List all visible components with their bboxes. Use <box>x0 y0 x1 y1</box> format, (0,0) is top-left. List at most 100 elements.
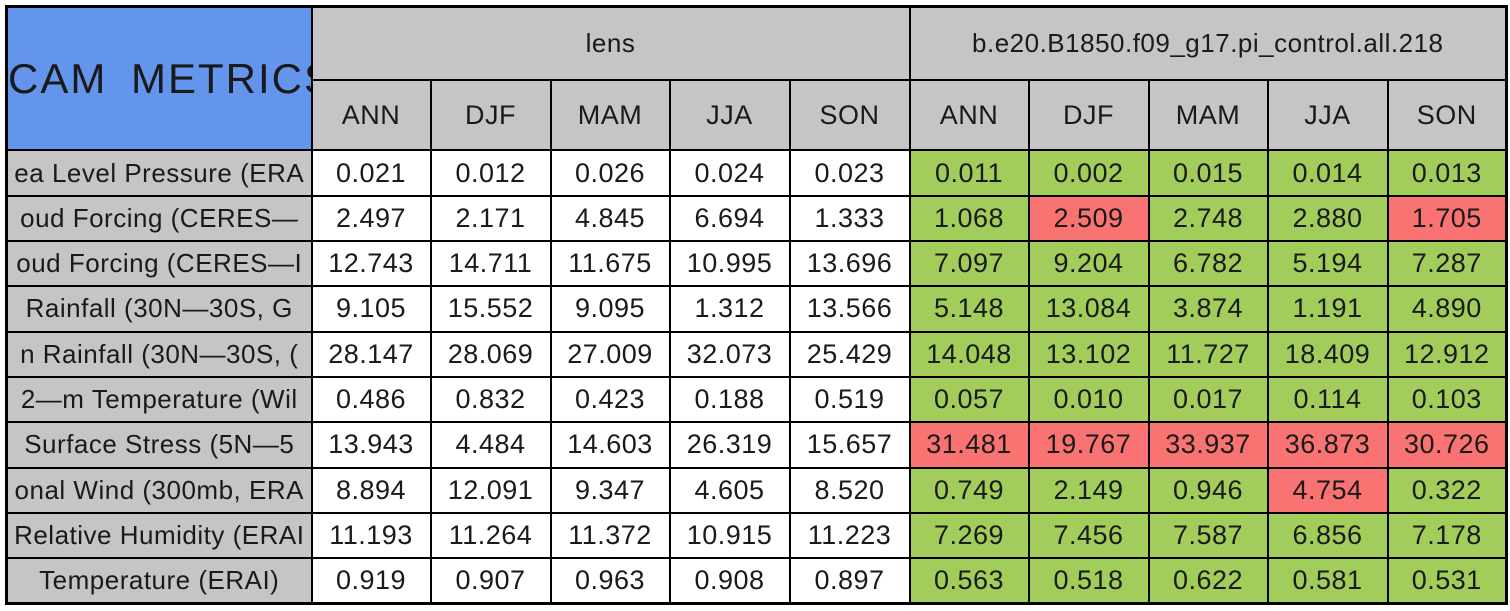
value-cell: 14.711 <box>429 240 552 288</box>
value-cell: 19.767 <box>1027 421 1150 469</box>
value-cell: 0.103 <box>1386 375 1508 424</box>
value-cell: 27.009 <box>549 330 671 378</box>
value-cell: 26.319 <box>668 421 791 469</box>
value-cell: 0.832 <box>429 375 552 424</box>
value-cell: 13.696 <box>788 240 911 288</box>
value-cell: 30.726 <box>1386 421 1508 469</box>
value-cell: 1.705 <box>1386 194 1508 243</box>
value-cell: 7.269 <box>908 511 1030 560</box>
metric-label: onal Wind (300mb, ERA <box>5 466 313 514</box>
group-header-row: CAM METRICS lens b.e20.B1850.f09_g17.pi_… <box>5 5 1508 152</box>
value-cell: 33.937 <box>1147 421 1269 469</box>
value-cell: 0.024 <box>668 149 791 197</box>
value-cell: 0.010 <box>1027 375 1150 424</box>
value-cell: 6.856 <box>1266 511 1389 560</box>
value-cell: 1.312 <box>668 285 791 333</box>
value-cell: 14.603 <box>549 421 671 469</box>
group-header-lens: lens <box>310 5 911 81</box>
value-cell: 0.581 <box>1266 557 1389 605</box>
value-cell: 36.873 <box>1266 421 1389 469</box>
value-cell: 0.322 <box>1386 466 1508 514</box>
value-cell: 13.943 <box>310 421 432 469</box>
metric-label: Temperature (ERAI) <box>5 557 313 605</box>
value-cell: 7.456 <box>1027 511 1150 560</box>
value-cell: 0.486 <box>310 375 432 424</box>
value-cell: 0.963 <box>549 557 671 605</box>
value-cell: 0.023 <box>788 149 911 197</box>
value-cell: 0.622 <box>1147 557 1269 605</box>
metric-row: Relative Humidity (ERAI 11.193 11.264 11… <box>5 511 1508 560</box>
value-cell: 6.782 <box>1147 240 1269 288</box>
metric-row: Rainfall (30N—30S, G 9.105 15.552 9.095 … <box>5 285 1508 333</box>
metric-row: oud Forcing (CERES—I 12.743 14.711 11.67… <box>5 240 1508 288</box>
value-cell: 0.946 <box>1147 466 1269 514</box>
season-header-lens-jja: JJA <box>668 78 791 152</box>
metric-row: ea Level Pressure (ERA 0.021 0.012 0.026… <box>5 149 1508 197</box>
value-cell: 0.021 <box>310 149 432 197</box>
value-cell: 0.011 <box>908 149 1030 197</box>
season-header-lens-mam: MAM <box>549 78 671 152</box>
value-cell: 1.333 <box>788 194 911 243</box>
value-cell: 0.188 <box>668 375 791 424</box>
value-cell: 0.002 <box>1027 149 1150 197</box>
value-cell: 25.429 <box>788 330 911 378</box>
value-cell: 31.481 <box>908 421 1030 469</box>
value-cell: 11.223 <box>788 511 911 560</box>
value-cell: 5.148 <box>908 285 1030 333</box>
value-cell: 4.484 <box>429 421 552 469</box>
value-cell: 4.890 <box>1386 285 1508 333</box>
value-cell: 7.097 <box>908 240 1030 288</box>
value-cell: 13.084 <box>1027 285 1150 333</box>
value-cell: 10.915 <box>668 511 791 560</box>
value-cell: 2.497 <box>310 194 432 243</box>
metric-row: onal Wind (300mb, ERA 8.894 12.091 9.347… <box>5 466 1508 514</box>
value-cell: 12.743 <box>310 240 432 288</box>
value-cell: 10.995 <box>668 240 791 288</box>
value-cell: 0.907 <box>429 557 552 605</box>
season-header-control-jja: JJA <box>1266 78 1389 152</box>
cam-metrics-table: CAM METRICS lens b.e20.B1850.f09_g17.pi_… <box>5 5 1509 605</box>
value-cell: 11.264 <box>429 511 552 560</box>
metric-label: 2—m Temperature (Wil <box>5 375 313 424</box>
value-cell: 11.675 <box>549 240 671 288</box>
value-cell: 8.894 <box>310 466 432 514</box>
value-cell: 1.191 <box>1266 285 1389 333</box>
value-cell: 15.657 <box>788 421 911 469</box>
value-cell: 7.587 <box>1147 511 1269 560</box>
season-header-control-ann: ANN <box>908 78 1030 152</box>
metric-label: Rainfall (30N—30S, G <box>5 285 313 333</box>
metric-row: Temperature (ERAI) 0.919 0.907 0.963 0.9… <box>5 557 1508 605</box>
value-cell: 12.912 <box>1386 330 1508 378</box>
value-cell: 0.114 <box>1266 375 1389 424</box>
season-header-lens-djf: DJF <box>429 78 552 152</box>
value-cell: 0.015 <box>1147 149 1269 197</box>
value-cell: 0.749 <box>908 466 1030 514</box>
value-cell: 2.171 <box>429 194 552 243</box>
value-cell: 32.073 <box>668 330 791 378</box>
value-cell: 8.520 <box>788 466 911 514</box>
metric-label: oud Forcing (CERES—I <box>5 240 313 288</box>
value-cell: 0.519 <box>788 375 911 424</box>
metric-row: Surface Stress (5N—5 13.943 4.484 14.603… <box>5 421 1508 469</box>
value-cell: 18.409 <box>1266 330 1389 378</box>
value-cell: 12.091 <box>429 466 552 514</box>
metric-label: n Rainfall (30N—30S, ( <box>5 330 313 378</box>
value-cell: 0.531 <box>1386 557 1508 605</box>
value-cell: 14.048 <box>908 330 1030 378</box>
value-cell: 9.347 <box>549 466 671 514</box>
metric-label: oud Forcing (CERES— <box>5 194 313 243</box>
value-cell: 7.178 <box>1386 511 1508 560</box>
value-cell: 0.518 <box>1027 557 1150 605</box>
value-cell: 2.880 <box>1266 194 1389 243</box>
value-cell: 6.694 <box>668 194 791 243</box>
season-header-row: ANN DJF MAM JJA SON ANN DJF MAM JJA SON <box>7 78 1508 152</box>
value-cell: 9.095 <box>549 285 671 333</box>
value-cell: 0.017 <box>1147 375 1269 424</box>
value-cell: 0.897 <box>788 557 911 605</box>
value-cell: 11.193 <box>310 511 432 560</box>
value-cell: 5.194 <box>1266 240 1389 288</box>
value-cell: 15.552 <box>429 285 552 333</box>
value-cell: 9.204 <box>1027 240 1150 288</box>
value-cell: 2.748 <box>1147 194 1269 243</box>
value-cell: 0.908 <box>668 557 791 605</box>
